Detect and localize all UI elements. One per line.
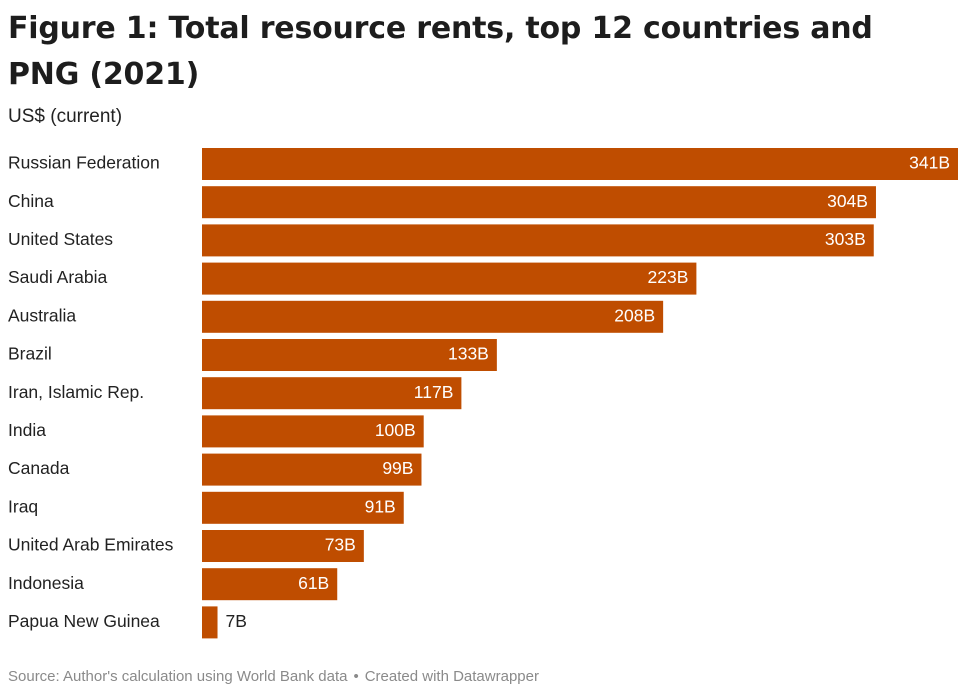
bar bbox=[202, 148, 958, 180]
bar bbox=[202, 491, 404, 524]
bar bbox=[202, 453, 422, 486]
bar bbox=[202, 339, 497, 371]
value-label: 7B bbox=[226, 611, 247, 631]
bar-chart: Russian Federation 341B China 304B United St… bbox=[8, 148, 958, 639]
bar bbox=[202, 606, 218, 639]
value-label: 91B bbox=[365, 496, 396, 516]
value-label: 117B bbox=[414, 382, 454, 402]
category-label: Russian Federation bbox=[8, 153, 160, 173]
category-label: Brazil bbox=[8, 344, 52, 364]
credit-link[interactable]: Created with Datawrapper bbox=[364, 668, 539, 685]
source-text: Source: Author's calculation using World… bbox=[8, 668, 348, 685]
category-label: United Arab Emirates bbox=[8, 535, 174, 555]
category-label: Papua New Guinea bbox=[8, 611, 160, 631]
value-label: 73B bbox=[325, 535, 356, 555]
value-label: 223B bbox=[648, 267, 689, 287]
bar bbox=[202, 224, 874, 257]
value-label: 303B bbox=[825, 229, 866, 249]
bar bbox=[202, 377, 462, 410]
bar bbox=[202, 262, 697, 295]
value-label: 341B bbox=[909, 153, 950, 173]
category-label: Canada bbox=[8, 458, 70, 478]
value-label: 61B bbox=[298, 573, 329, 593]
category-label: United States bbox=[8, 229, 113, 249]
value-label: 208B bbox=[614, 305, 655, 325]
bar bbox=[202, 568, 338, 601]
bar bbox=[202, 300, 664, 333]
category-label: Iraq bbox=[8, 496, 38, 516]
value-label: 100B bbox=[375, 420, 416, 440]
bar bbox=[202, 415, 424, 448]
source-footer: Source: Author's calculation using World… bbox=[8, 668, 539, 685]
category-label: India bbox=[8, 420, 46, 440]
category-label: Iran, Islamic Rep. bbox=[8, 382, 144, 402]
chart-title: Figure 1: Total resource rents, top 12 c… bbox=[8, 11, 873, 92]
value-label: 99B bbox=[382, 458, 413, 478]
bar bbox=[202, 186, 876, 219]
category-label: Indonesia bbox=[8, 573, 84, 593]
bar bbox=[202, 530, 364, 562]
category-label: China bbox=[8, 191, 54, 211]
value-label: 133B bbox=[448, 344, 489, 364]
unit-label: US$ (current) bbox=[8, 106, 123, 127]
category-label: Saudi Arabia bbox=[8, 267, 108, 287]
category-label: Australia bbox=[8, 305, 76, 325]
footer-separator: • bbox=[353, 668, 359, 685]
value-label: 304B bbox=[827, 191, 868, 211]
